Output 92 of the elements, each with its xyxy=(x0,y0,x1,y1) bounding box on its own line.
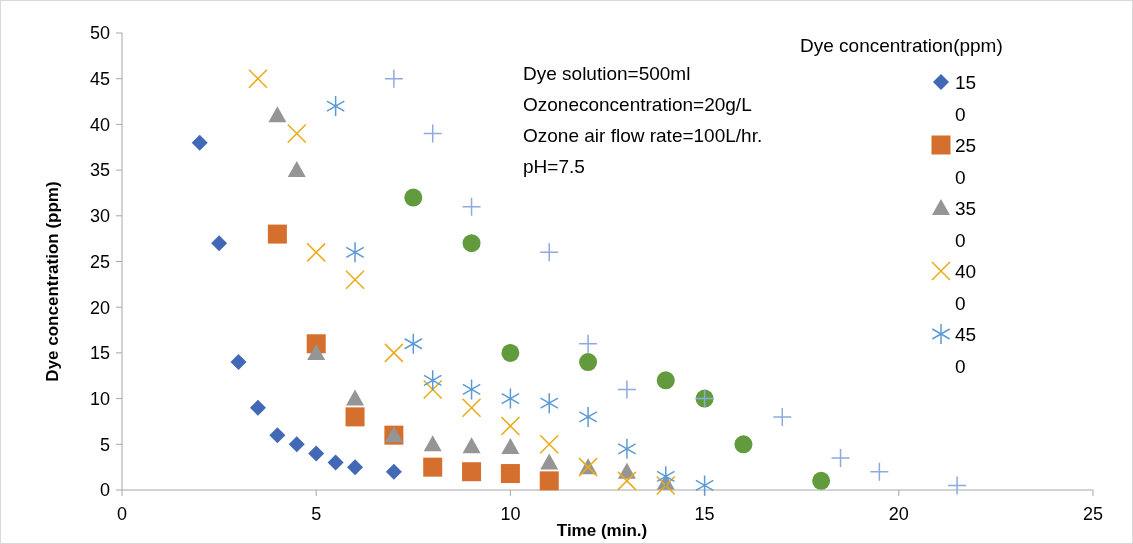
point xyxy=(423,369,443,392)
point xyxy=(540,453,559,470)
y-axis-title: Dye concentration (ppm) xyxy=(43,181,62,382)
point xyxy=(539,434,559,455)
point xyxy=(812,471,831,490)
point xyxy=(501,343,520,362)
point xyxy=(539,471,559,491)
point xyxy=(327,454,344,471)
legend-label: 400 xyxy=(955,260,977,314)
y-tick-label: 25 xyxy=(89,251,110,272)
point xyxy=(656,371,675,390)
y-tick-label: 50 xyxy=(89,23,110,44)
point xyxy=(869,461,890,482)
point xyxy=(500,416,521,436)
point xyxy=(462,437,481,454)
legend-title: Dye concentration(ppm) xyxy=(800,35,1003,56)
x-tick-label: 0 xyxy=(116,504,128,524)
x-axis-title: Time (min.) xyxy=(556,521,648,540)
annotation: Ozone air flow rate=100L/hr. xyxy=(523,125,763,146)
point xyxy=(269,427,286,444)
point xyxy=(248,68,268,89)
point xyxy=(461,397,482,418)
point xyxy=(695,474,715,497)
x-tick-label: 5 xyxy=(311,504,322,524)
point xyxy=(230,354,247,371)
y-tick-label: 40 xyxy=(89,114,110,135)
y-tick-label: 30 xyxy=(89,206,110,227)
point xyxy=(423,435,442,452)
point xyxy=(191,134,208,151)
point xyxy=(617,438,637,460)
y-tick-label: 35 xyxy=(89,160,110,181)
point xyxy=(423,457,443,477)
point xyxy=(403,333,423,355)
point xyxy=(345,407,365,427)
point xyxy=(617,471,637,491)
point xyxy=(307,343,326,360)
point xyxy=(326,95,346,117)
point xyxy=(656,475,676,496)
point xyxy=(462,462,482,482)
y-tick-label: 15 xyxy=(89,343,110,364)
point xyxy=(385,463,402,480)
y-tick-label: 5 xyxy=(99,434,110,455)
point xyxy=(500,387,520,410)
y-tick-label: 20 xyxy=(89,297,110,318)
point xyxy=(267,224,287,244)
point xyxy=(617,379,637,400)
point xyxy=(539,242,559,263)
point xyxy=(501,438,520,455)
point xyxy=(384,68,404,89)
point xyxy=(579,353,598,372)
point xyxy=(422,379,443,400)
point xyxy=(287,161,306,178)
annotation: pH=7.5 xyxy=(523,156,585,177)
x-tick-label: 20 xyxy=(888,504,909,524)
legend-label: 450 xyxy=(955,323,977,377)
y-tick-label: 10 xyxy=(89,388,110,409)
point xyxy=(306,242,326,263)
point xyxy=(947,475,967,496)
point xyxy=(734,435,753,454)
point xyxy=(287,123,307,144)
x-tick-label: 15 xyxy=(694,504,715,524)
point xyxy=(345,270,365,290)
point xyxy=(384,343,404,363)
point xyxy=(288,436,305,453)
annotation: Ozoneconcentration=20g/L xyxy=(523,94,752,115)
x-tick-label: 10 xyxy=(500,504,521,524)
point xyxy=(249,399,266,416)
point xyxy=(539,392,559,414)
point xyxy=(346,389,365,406)
point xyxy=(211,235,228,252)
point xyxy=(772,407,793,427)
legend-label: 350 xyxy=(955,197,977,251)
y-tick-label: 45 xyxy=(89,69,110,89)
point xyxy=(422,123,443,144)
point xyxy=(830,448,851,468)
point xyxy=(500,464,520,484)
point xyxy=(462,378,482,401)
point xyxy=(345,241,365,264)
point xyxy=(347,459,364,476)
point xyxy=(308,445,325,462)
x-tick-label: 25 xyxy=(1082,504,1104,524)
legend-label: 150 xyxy=(955,71,977,125)
point xyxy=(461,196,482,217)
point xyxy=(656,465,676,488)
point xyxy=(578,406,598,428)
legend-label: 250 xyxy=(955,134,977,188)
point xyxy=(578,334,598,354)
annotation: Dye solution=500ml xyxy=(523,63,691,84)
y-tick-label: 0 xyxy=(99,480,110,501)
point xyxy=(462,234,481,253)
point xyxy=(404,188,423,207)
point xyxy=(268,106,287,123)
